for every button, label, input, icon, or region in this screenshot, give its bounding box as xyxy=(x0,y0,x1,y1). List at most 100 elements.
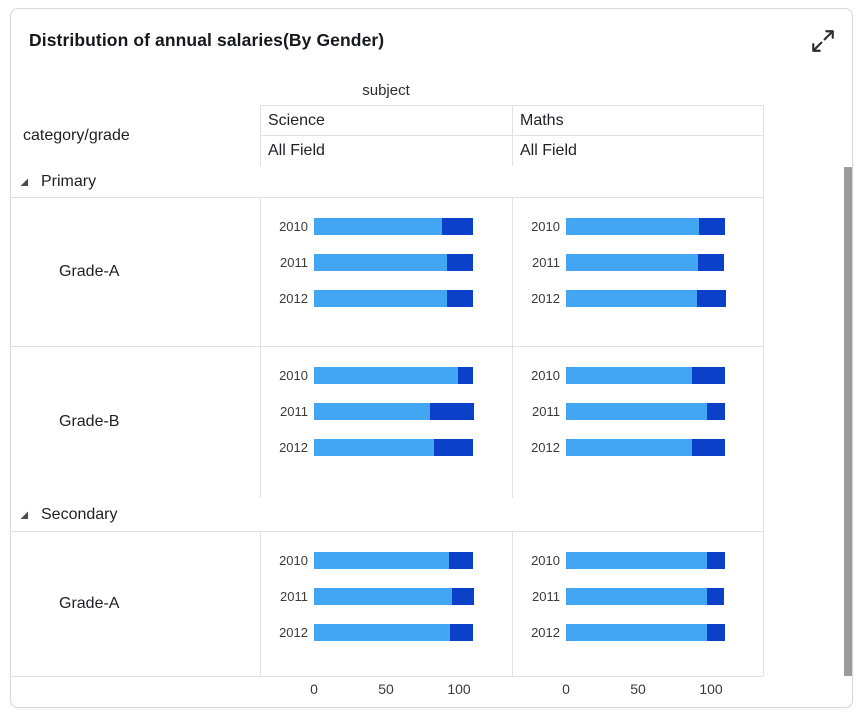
year-label: 2011 xyxy=(532,255,560,270)
grid-line xyxy=(11,531,763,532)
bar-segment-light-blue xyxy=(566,367,693,384)
row-header-primary-grade-a: Grade-A xyxy=(11,197,260,346)
row-group-primary[interactable]: Primary xyxy=(11,166,763,197)
chart-primary-grade-b-science: 2010 2011 2012 xyxy=(260,346,512,498)
year-label: 2011 xyxy=(280,255,308,270)
bar-row: 2010 xyxy=(260,218,512,235)
subcolumn-header-all-field-science: All Field xyxy=(268,142,325,159)
bar-segment-light-blue xyxy=(566,439,693,456)
bar-segment-light-blue xyxy=(566,290,697,307)
bar-segment-dark-blue xyxy=(706,624,726,641)
bar-segment-light-blue xyxy=(314,439,435,456)
collapse-triangle-icon xyxy=(20,178,28,186)
bar-segment-dark-blue xyxy=(448,552,474,569)
bar-row: 2011 xyxy=(512,254,763,271)
grid-line xyxy=(260,105,261,676)
bar-row: 2011 xyxy=(260,254,512,271)
row-group-label: Primary xyxy=(41,172,97,190)
chart-secondary-grade-a-science: 2010 2011 2012 xyxy=(260,531,512,676)
stacked-bar xyxy=(566,367,726,384)
bar-row: 2010 xyxy=(512,367,763,384)
x-axis-tick-maths: 100 xyxy=(699,681,723,697)
bar-segment-light-blue xyxy=(314,624,451,641)
bar-segment-light-blue xyxy=(566,552,707,569)
bar-segment-light-blue xyxy=(566,588,707,605)
bar-segment-light-blue xyxy=(566,624,707,641)
stacked-bar xyxy=(314,290,474,307)
bar-row: 2011 xyxy=(512,588,763,605)
year-label: 2010 xyxy=(279,553,308,568)
bar-segment-dark-blue xyxy=(447,254,474,271)
grid-line xyxy=(11,346,763,347)
bar-row: 2010 xyxy=(512,552,763,569)
row-header-label: Grade-B xyxy=(59,413,120,430)
row-header-label: Grade-A xyxy=(59,262,120,280)
year-label: 2012 xyxy=(531,625,560,640)
pivot-chart-card: Distribution of annual salaries(By Gende… xyxy=(10,8,853,708)
bar-segment-light-blue xyxy=(314,290,448,307)
stacked-bar xyxy=(314,218,474,235)
chart-primary-grade-b-maths: 2010 2011 2012 xyxy=(512,346,763,498)
bar-segment-light-blue xyxy=(314,367,458,384)
bar-row: 2012 xyxy=(512,624,763,641)
bar-segment-dark-blue xyxy=(434,439,474,456)
bar-segment-light-blue xyxy=(566,403,707,420)
year-label: 2010 xyxy=(279,368,308,383)
stacked-bar xyxy=(566,254,724,271)
year-label: 2010 xyxy=(279,219,308,234)
bar-segment-dark-blue xyxy=(457,367,474,384)
collapse-triangle-icon xyxy=(20,511,28,519)
bar-segment-dark-blue xyxy=(451,588,474,605)
bar-row: 2011 xyxy=(260,588,512,605)
bar-row: 2010 xyxy=(260,367,512,384)
bar-row: 2012 xyxy=(512,290,763,307)
grid-line xyxy=(11,676,763,677)
stacked-bar xyxy=(566,624,726,641)
bar-segment-dark-blue xyxy=(692,439,726,456)
row-group-secondary[interactable]: Secondary xyxy=(11,498,763,531)
year-label: 2012 xyxy=(531,440,560,455)
stacked-bar xyxy=(314,439,474,456)
stacked-bar xyxy=(314,403,474,420)
bar-segment-light-blue xyxy=(314,552,449,569)
x-axis-tick-science: 100 xyxy=(447,681,471,697)
stacked-bar xyxy=(314,367,474,384)
bar-segment-dark-blue xyxy=(697,254,724,271)
chart-primary-grade-a-maths: 2010 2011 2012 xyxy=(512,197,763,346)
x-axis-tick-maths: 0 xyxy=(562,681,570,697)
bar-segment-dark-blue xyxy=(450,624,474,641)
year-label: 2011 xyxy=(280,589,308,604)
vertical-scrollbar-thumb[interactable] xyxy=(844,167,852,676)
bar-segment-dark-blue xyxy=(706,552,726,569)
bar-segment-dark-blue xyxy=(430,403,474,420)
page-title: Distribution of annual salaries(By Gende… xyxy=(29,30,385,50)
bar-segment-light-blue xyxy=(314,588,452,605)
bar-segment-dark-blue xyxy=(706,588,725,605)
x-axis-tick-science: 0 xyxy=(310,681,318,697)
year-label: 2011 xyxy=(280,404,308,419)
bar-segment-dark-blue xyxy=(696,290,726,307)
bar-row: 2010 xyxy=(260,552,512,569)
subcolumn-header-all-field-maths: All Field xyxy=(520,142,577,159)
bar-row: 2011 xyxy=(512,403,763,420)
column-group-header-subject: subject xyxy=(362,82,410,99)
corner-header-category-grade: category/grade xyxy=(23,127,130,144)
x-axis-tick-science: 50 xyxy=(378,681,394,697)
year-label: 2011 xyxy=(532,404,560,419)
stacked-bar xyxy=(566,218,726,235)
bar-row: 2010 xyxy=(512,218,763,235)
stacked-bar xyxy=(566,588,725,605)
bar-row: 2012 xyxy=(260,439,512,456)
stacked-bar xyxy=(314,588,474,605)
row-group-label: Secondary xyxy=(41,505,118,523)
maximize-icon[interactable] xyxy=(810,28,836,54)
chart-primary-grade-a-science: 2010 2011 2012 xyxy=(260,197,512,346)
row-header-primary-grade-b: Grade-B xyxy=(11,346,260,498)
grid-line xyxy=(512,105,513,676)
year-label: 2012 xyxy=(279,440,308,455)
bar-segment-dark-blue xyxy=(692,367,726,384)
bar-segment-dark-blue xyxy=(447,290,474,307)
chart-secondary-grade-a-maths: 2010 2011 2012 xyxy=(512,531,763,676)
stacked-bar xyxy=(566,439,726,456)
year-label: 2012 xyxy=(279,291,308,306)
